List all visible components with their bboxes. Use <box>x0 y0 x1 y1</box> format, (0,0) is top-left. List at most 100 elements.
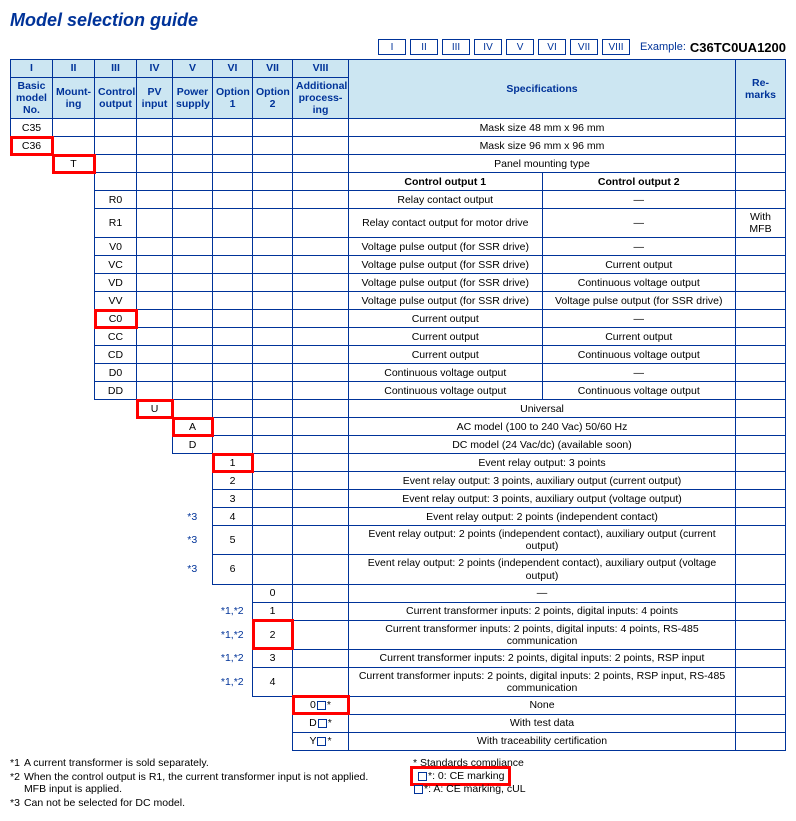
box-icon <box>414 785 423 794</box>
code-o2-2: 2 <box>253 620 293 649</box>
hdr-spec: Specifications <box>349 60 736 119</box>
spec-t: Panel mounting type <box>349 155 736 173</box>
code-o2-4: 4 <box>253 667 293 696</box>
code-cd: CD <box>95 346 137 364</box>
row-a: A AC model (100 to 240 Vac) 50/60 Hz <box>11 418 786 436</box>
code-c36: C36 <box>11 137 53 155</box>
s2-v0: — <box>542 238 736 256</box>
row-u: U Universal <box>11 400 786 418</box>
spec-o2-3: Current transformer inputs: 2 points, di… <box>349 649 736 667</box>
s2-vc: Current output <box>542 256 736 274</box>
box-icon <box>418 772 427 781</box>
spec-o2-4: Current transformer inputs: 2 points, di… <box>349 667 736 696</box>
hdr-iii: III <box>95 60 137 78</box>
s1-d0: Continuous voltage output <box>349 364 543 382</box>
spec-o1-6: Event relay output: 2 points (independen… <box>349 555 736 584</box>
hdr-iv: IV <box>137 60 173 78</box>
s2-cc: Current output <box>542 328 736 346</box>
s2-r0: — <box>542 191 736 209</box>
s1-vv: Voltage pulse output (for SSR drive) <box>349 292 543 310</box>
spec-u: Universal <box>349 400 736 418</box>
code-o2-1: 1 <box>253 602 293 620</box>
co1-hdr: Control output 1 <box>349 173 543 191</box>
code-r0: R0 <box>95 191 137 209</box>
ap0-suffix: * <box>327 699 331 711</box>
row-co-hdr: Control output 1 Control output 2 <box>11 173 786 191</box>
code-o1-6: 6 <box>213 555 253 584</box>
example-box-vii: VII <box>570 39 598 55</box>
example-box-viii: VIII <box>602 39 630 55</box>
row-c0: C0 Current output — <box>11 310 786 328</box>
s1-vc: Voltage pulse output (for SSR drive) <box>349 256 543 274</box>
code-o2-0: 0 <box>253 584 293 602</box>
row-c35: C35 Mask size 48 mm x 96 mm <box>11 119 786 137</box>
code-ap-y: Y* <box>293 732 349 750</box>
box-icon <box>317 701 326 710</box>
row-d: D DC model (24 Vac/dc) (available soon) <box>11 436 786 454</box>
row-o2-4: *1,*2 4 Current transformer inputs: 2 po… <box>11 667 786 696</box>
fn1: A current transformer is sold separately… <box>24 757 209 769</box>
fn-o1-6: *3 <box>173 555 213 584</box>
spec-ap-d: With test data <box>349 714 736 732</box>
spec-d: DC model (24 Vac/dc) (available soon) <box>349 436 736 454</box>
hdr-vii: VII <box>253 60 293 78</box>
spec-o2-1: Current transformer inputs: 2 points, di… <box>349 602 736 620</box>
fn-o1-4: *3 <box>173 508 213 526</box>
code-c0: C0 <box>95 310 137 328</box>
code-o1-2: 2 <box>213 472 253 490</box>
row-ap-y: Y* With traceability certification <box>11 732 786 750</box>
example-value: C36TC0UA1200 <box>690 40 786 55</box>
fn-stdA: *: A: CE marking, cUL <box>413 783 786 795</box>
code-ap-0: 0* <box>293 696 349 714</box>
hdr-v: V <box>173 60 213 78</box>
code-d0: D0 <box>95 364 137 382</box>
s2-vd: Continuous voltage output <box>542 274 736 292</box>
apd-suffix: * <box>328 717 332 729</box>
row-ap-d: D * With test data <box>11 714 786 732</box>
spec-o1-1: Event relay output: 3 points <box>349 454 736 472</box>
hdr-opt2: Option 2 <box>253 78 293 119</box>
code-o2-3: 3 <box>253 649 293 667</box>
s1-v0: Voltage pulse output (for SSR drive) <box>349 238 543 256</box>
hdr-viii: VIII <box>293 60 349 78</box>
row-o1-4: *3 4 Event relay output: 2 points (indep… <box>11 508 786 526</box>
hdr-mount: Mount-ing <box>53 78 95 119</box>
s1-cd: Current output <box>349 346 543 364</box>
spec-ap-y: With traceability certification <box>349 732 736 750</box>
fn-o2-4: *1,*2 <box>213 667 253 696</box>
s2-vv: Voltage pulse output (for SSR drive) <box>542 292 736 310</box>
row-ap-0: 0* None <box>11 696 786 714</box>
spec-c36: Mask size 96 mm x 96 mm <box>349 137 736 155</box>
code-o1-4: 4 <box>213 508 253 526</box>
hdr-opt1: Option 1 <box>213 78 253 119</box>
row-vv: VV Voltage pulse output (for SSR drive) … <box>11 292 786 310</box>
code-c35: C35 <box>11 119 53 137</box>
row-t: T Panel mounting type <box>11 155 786 173</box>
row-c36: C36 Mask size 96 mm x 96 mm <box>11 137 786 155</box>
fn3: Can not be selected for DC model. <box>24 797 185 809</box>
example-box-iii: III <box>442 39 470 55</box>
example-box-iv: IV <box>474 39 502 55</box>
fn-std0-txt: *: 0: CE marking <box>428 770 504 782</box>
header-roman-row: I II III IV V VI VII VIII Specifications… <box>11 60 786 78</box>
s1-r0: Relay contact output <box>349 191 543 209</box>
hdr-basic: Basic model No. <box>11 78 53 119</box>
spec-a: AC model (100 to 240 Vac) 50/60 Hz <box>349 418 736 436</box>
s1-c0: Current output <box>349 310 543 328</box>
code-cc: CC <box>95 328 137 346</box>
s2-cd: Continuous voltage output <box>542 346 736 364</box>
s1-dd: Continuous voltage output <box>349 382 543 400</box>
row-o2-2: *1,*2 2 Current transformer inputs: 2 po… <box>11 620 786 649</box>
spec-c35: Mask size 48 mm x 96 mm <box>349 119 736 137</box>
s1-vd: Voltage pulse output (for SSR drive) <box>349 274 543 292</box>
hdr-addl: Additional process-ing <box>293 78 349 119</box>
spec-o1-2: Event relay output: 3 points, auxiliary … <box>349 472 736 490</box>
row-v0: V0 Voltage pulse output (for SSR drive) … <box>11 238 786 256</box>
row-o2-0: 0 — <box>11 584 786 602</box>
apd-code: D <box>309 717 317 729</box>
spec-ap-0: None <box>349 696 736 714</box>
row-o1-6: *3 6 Event relay output: 2 points (indep… <box>11 555 786 584</box>
code-t: T <box>53 155 95 173</box>
co2-hdr: Control output 2 <box>542 173 736 191</box>
code-a: A <box>173 418 213 436</box>
